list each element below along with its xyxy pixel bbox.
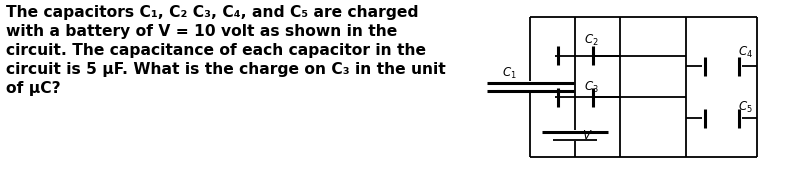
Text: $C_5$: $C_5$ bbox=[738, 100, 753, 115]
Text: $C_3$: $C_3$ bbox=[584, 80, 599, 94]
Text: $C_4$: $C_4$ bbox=[738, 45, 753, 60]
Text: $C_1$: $C_1$ bbox=[502, 66, 517, 81]
Text: The capacitors C₁, C₂ C₃, C₄, and C₅ are charged
with a battery of V = 10 volt a: The capacitors C₁, C₂ C₃, C₄, and C₅ are… bbox=[6, 5, 446, 96]
Text: $C_2$: $C_2$ bbox=[584, 33, 599, 48]
Text: $V$: $V$ bbox=[582, 129, 593, 142]
